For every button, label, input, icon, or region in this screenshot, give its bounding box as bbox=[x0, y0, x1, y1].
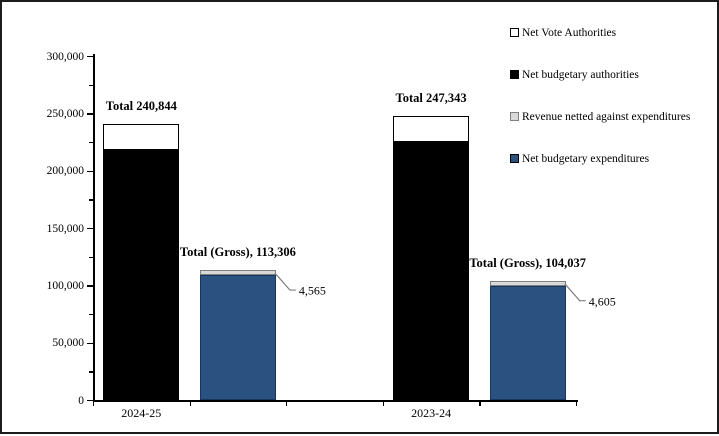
bar-segment-net-budgetary-expenditures bbox=[489, 285, 566, 400]
legend-label: Net budgetary expenditures bbox=[522, 152, 650, 165]
x-axis-category-label: 2024-25 bbox=[121, 406, 162, 420]
callout-value-label: 4,565 bbox=[298, 283, 326, 298]
y-axis-tick bbox=[87, 342, 93, 344]
x-axis-tick bbox=[382, 400, 384, 406]
y-axis-tick bbox=[87, 228, 93, 230]
bar-segment-net-budgetary-authorities bbox=[103, 149, 180, 400]
y-axis-tick bbox=[87, 56, 93, 58]
bar-total-label: Total (Gross), 113,306 bbox=[179, 245, 296, 260]
y-axis-tick-label: 100,000 bbox=[46, 279, 84, 292]
legend-marker-revenue-netted-against-expenditures-icon bbox=[510, 112, 519, 121]
bar-total-label: Total 247,343 bbox=[395, 91, 467, 106]
bar-total-label: Total 240,844 bbox=[105, 98, 177, 113]
callout-value-label: 4,605 bbox=[588, 294, 616, 309]
legend-marker-net-vote-authorities-icon bbox=[510, 28, 519, 37]
bar-2023-24-slot3: 224,60122,742 bbox=[393, 116, 470, 400]
x-axis-tick bbox=[479, 400, 481, 406]
y-axis-line bbox=[93, 54, 95, 402]
bar-segment-net-budgetary-authorities bbox=[393, 142, 470, 400]
x-axis-tick bbox=[576, 400, 578, 406]
y-axis-tick-label: 50,000 bbox=[52, 337, 84, 350]
x-axis-tick bbox=[93, 400, 95, 406]
bar-2024-25-slot1: 108,741 bbox=[199, 270, 276, 400]
callout-leader-line bbox=[274, 272, 296, 291]
legend-item-net-budgetary-expenditures: Net budgetary expenditures bbox=[510, 151, 649, 166]
bar-segment-revenue-netted-against-expenditures bbox=[489, 280, 566, 286]
y-axis-tick bbox=[89, 199, 93, 201]
bar-total-label: Total (Gross), 104,037 bbox=[469, 255, 587, 270]
y-axis-tick bbox=[89, 256, 93, 258]
callout-leader-line bbox=[564, 283, 586, 302]
legend-item-net-vote-authorities: Net Vote Authorities bbox=[510, 25, 616, 40]
legend-marker-net-budgetary-authorities-icon bbox=[510, 70, 519, 79]
y-axis-tick-label: 200,000 bbox=[46, 165, 84, 178]
y-axis-tick-label: 150,000 bbox=[46, 222, 84, 235]
bar-segment-revenue-netted-against-expenditures bbox=[199, 270, 276, 276]
bar-2023-24-slot4: 99,432 bbox=[489, 280, 566, 400]
legend-label: Revenue netted against expenditures bbox=[522, 110, 691, 123]
x-axis-tick bbox=[189, 400, 191, 406]
y-axis-tick bbox=[89, 371, 93, 373]
x-axis-line bbox=[93, 400, 578, 402]
y-axis-tick bbox=[87, 113, 93, 115]
bar-2024-25-slot0: 218,10222,742 bbox=[103, 123, 180, 400]
legend-label: Net budgetary authorities bbox=[522, 68, 639, 81]
legend-item-revenue-netted-against-expenditures: Revenue netted against expenditures bbox=[510, 109, 690, 124]
x-axis-category-label: 2023-24 bbox=[411, 406, 452, 420]
y-axis-tick bbox=[87, 285, 93, 287]
bar-segment-net-budgetary-expenditures bbox=[199, 275, 276, 400]
legend-marker-net-budgetary-expenditures-icon bbox=[510, 154, 519, 163]
legend-label: Net Vote Authorities bbox=[522, 26, 617, 39]
y-axis-tick bbox=[89, 314, 93, 316]
bar-segment-net-vote-authorities bbox=[393, 116, 470, 143]
y-axis-tick bbox=[87, 170, 93, 172]
y-axis-tick bbox=[89, 84, 93, 86]
legend-item-net-budgetary-authorities: Net budgetary authorities bbox=[510, 67, 639, 82]
y-axis-tick-label: 250,000 bbox=[46, 107, 84, 120]
x-axis-tick bbox=[286, 400, 288, 406]
y-axis-tick-label: 300,000 bbox=[46, 50, 84, 63]
y-axis-tick bbox=[87, 400, 93, 402]
y-axis-tick-label: 0 bbox=[78, 394, 84, 407]
y-axis-tick bbox=[89, 142, 93, 144]
bar-segment-net-vote-authorities bbox=[103, 123, 180, 150]
